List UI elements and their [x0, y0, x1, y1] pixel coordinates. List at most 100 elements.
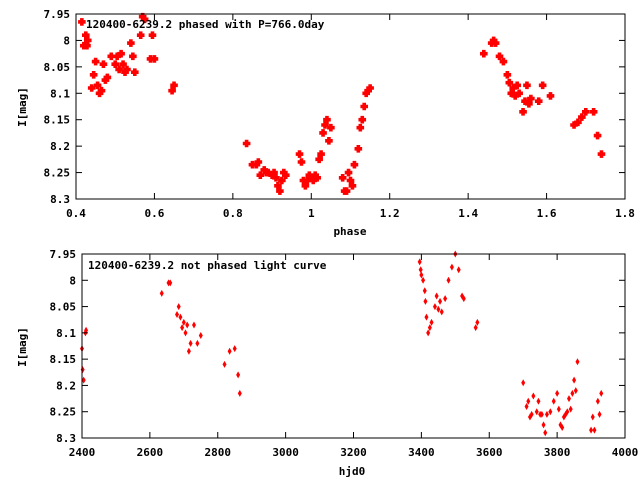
data-point: [593, 131, 602, 140]
data-point: [168, 279, 173, 287]
data-point: [89, 70, 98, 79]
data-point: [350, 160, 359, 169]
data-point: [523, 81, 531, 90]
data-point: [175, 310, 180, 318]
data-point: [237, 389, 242, 397]
x-tick-label: 0.4: [66, 207, 86, 220]
data-point: [195, 339, 200, 347]
x-tick-label: 1.8: [615, 207, 635, 220]
data-point: [354, 144, 363, 153]
data-point: [491, 39, 500, 47]
y-axis-label: I[mag]: [16, 327, 29, 367]
data-point: [434, 292, 439, 300]
data-point: [436, 305, 441, 313]
data-point: [590, 413, 595, 421]
data-point: [439, 308, 444, 316]
data-point: [107, 52, 116, 61]
data-point: [589, 426, 594, 434]
data-point: [176, 303, 181, 311]
data-point: [78, 18, 86, 26]
y-tick-label: 8.25: [44, 167, 71, 180]
data-point: [348, 181, 357, 190]
data-point: [534, 408, 539, 416]
data-point: [575, 358, 580, 366]
data-point: [513, 81, 521, 90]
data-point: [531, 392, 536, 400]
x-tick-label: 3200: [340, 446, 367, 459]
data-point: [529, 410, 534, 418]
data-point: [589, 107, 598, 116]
data-point: [91, 57, 100, 66]
y-tick-label: 8.05: [50, 301, 77, 314]
data-point: [222, 360, 227, 368]
data-point: [131, 68, 139, 76]
y-tick-label: 8.1: [56, 327, 76, 340]
data-point: [456, 266, 461, 274]
y-tick-label: 7.95: [50, 248, 77, 261]
data-point: [521, 379, 526, 387]
data-point: [254, 158, 263, 166]
data-point: [84, 326, 89, 334]
plot-frame: [75, 13, 626, 200]
data-point: [426, 329, 431, 337]
data-point: [159, 289, 164, 297]
data-point: [99, 60, 108, 69]
data-point: [150, 55, 159, 63]
data-point: [527, 94, 535, 103]
data-point: [170, 81, 178, 90]
data-point: [358, 115, 367, 124]
y-tick-label: 8.2: [50, 140, 70, 153]
data-point: [592, 426, 597, 434]
data-point: [503, 70, 512, 79]
data-point: [417, 258, 422, 266]
data-point: [560, 423, 565, 431]
data-point: [544, 410, 549, 418]
data-point: [599, 389, 604, 397]
data-point: [319, 129, 327, 137]
y-tick-label: 8.3: [56, 432, 76, 445]
y-tick-label: 8.1: [50, 87, 70, 100]
data-point: [83, 36, 92, 45]
data-point: [129, 52, 137, 61]
data-point: [278, 176, 286, 185]
data-point: [256, 171, 265, 180]
data-point: [81, 376, 86, 384]
data-point: [565, 408, 570, 416]
data-point: [556, 405, 561, 413]
plot-area: 0.4 0.6 0.8 1 1.2 1.4 1.6 1.8 7.95 8 8.05 8.1 8.15 8.…: [44, 8, 635, 220]
data-point: [541, 421, 546, 429]
y-axis-label: I[mag]: [16, 87, 29, 127]
x-tick-label: 3000: [272, 446, 299, 459]
data-point: [272, 174, 280, 182]
x-tick-label: 3800: [544, 446, 571, 459]
y-tick-label: 8.15: [50, 353, 77, 366]
x-tick-label: 4000: [612, 446, 639, 459]
data-point: [424, 313, 429, 321]
x-tick-label: 2600: [137, 446, 164, 459]
data-point: [115, 65, 123, 74]
data-point: [480, 49, 488, 58]
data-point: [180, 324, 185, 332]
data-point: [432, 303, 437, 311]
plot-title: 120400-6239.2 phased with P=766.0day: [86, 18, 325, 31]
data-point: [117, 49, 125, 58]
data-point: [526, 397, 531, 405]
y-tick-label: 8: [69, 274, 76, 287]
y-tick-label: 8.15: [44, 114, 71, 127]
data-point: [422, 287, 427, 295]
data-point: [499, 57, 508, 66]
data-point: [198, 331, 203, 339]
data-point: [317, 150, 325, 158]
data-point: [572, 376, 577, 384]
data-point: [567, 395, 572, 403]
x-tick-label: 0.8: [223, 207, 243, 220]
x-axis-label: hjd0: [339, 465, 366, 478]
data-point: [186, 347, 191, 355]
data-point: [515, 89, 523, 98]
data-point: [573, 387, 578, 395]
data-point: [419, 271, 424, 279]
data-point: [524, 402, 529, 410]
data-point: [534, 97, 543, 106]
data-point: [427, 324, 432, 332]
